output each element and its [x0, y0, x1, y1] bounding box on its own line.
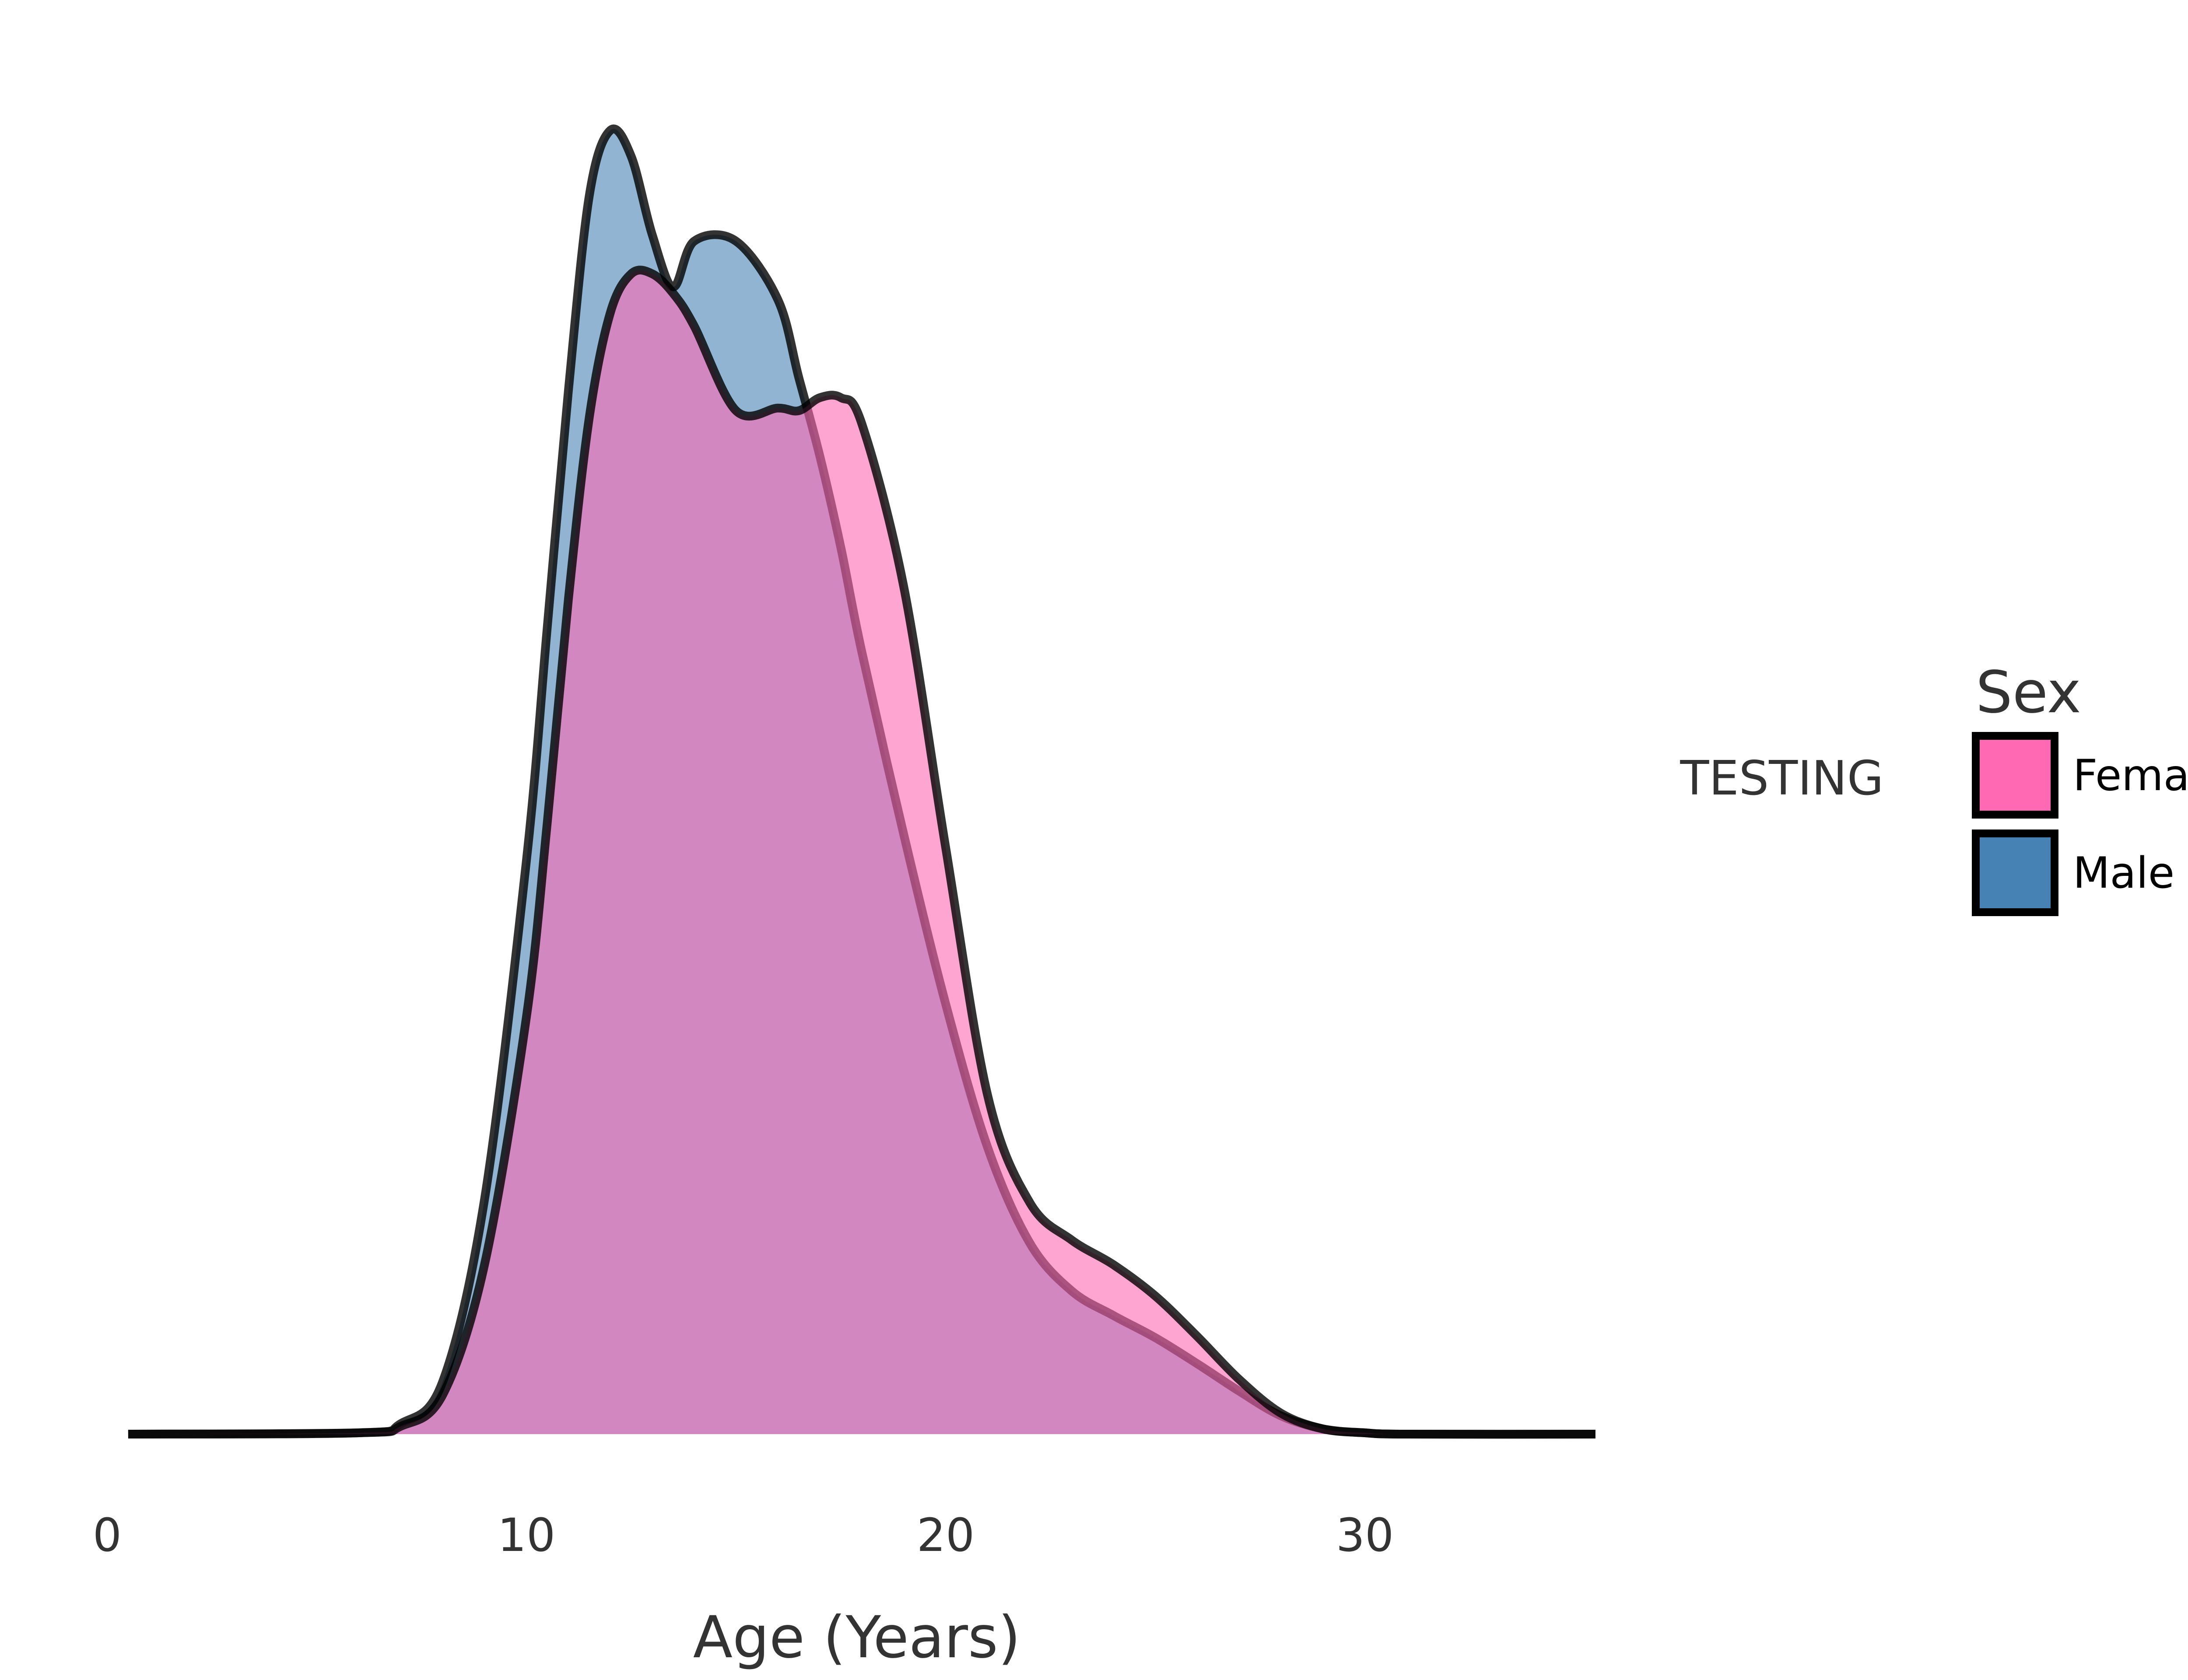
x-tick-label: 0: [93, 1508, 122, 1562]
plot-area: [128, 129, 1595, 1434]
legend-label-male: Male: [2073, 848, 2174, 898]
facet-label: TESTING: [1680, 751, 1883, 806]
density-area-female: [128, 270, 1595, 1434]
legend-key-male: [1976, 833, 2055, 912]
x-tick-label: 20: [917, 1508, 975, 1562]
legend-title: Sex: [1976, 659, 2081, 726]
legend: Sex Female Male: [1976, 659, 2188, 912]
legend-key-female: [1976, 736, 2055, 815]
x-tick-label: 30: [1336, 1508, 1394, 1562]
legend-label-female: Female: [2073, 751, 2188, 801]
x-tick-label: 10: [498, 1508, 555, 1562]
x-axis-title: Age (Years): [693, 1604, 1021, 1671]
x-axis: 0 10 20 30: [93, 1508, 1394, 1562]
